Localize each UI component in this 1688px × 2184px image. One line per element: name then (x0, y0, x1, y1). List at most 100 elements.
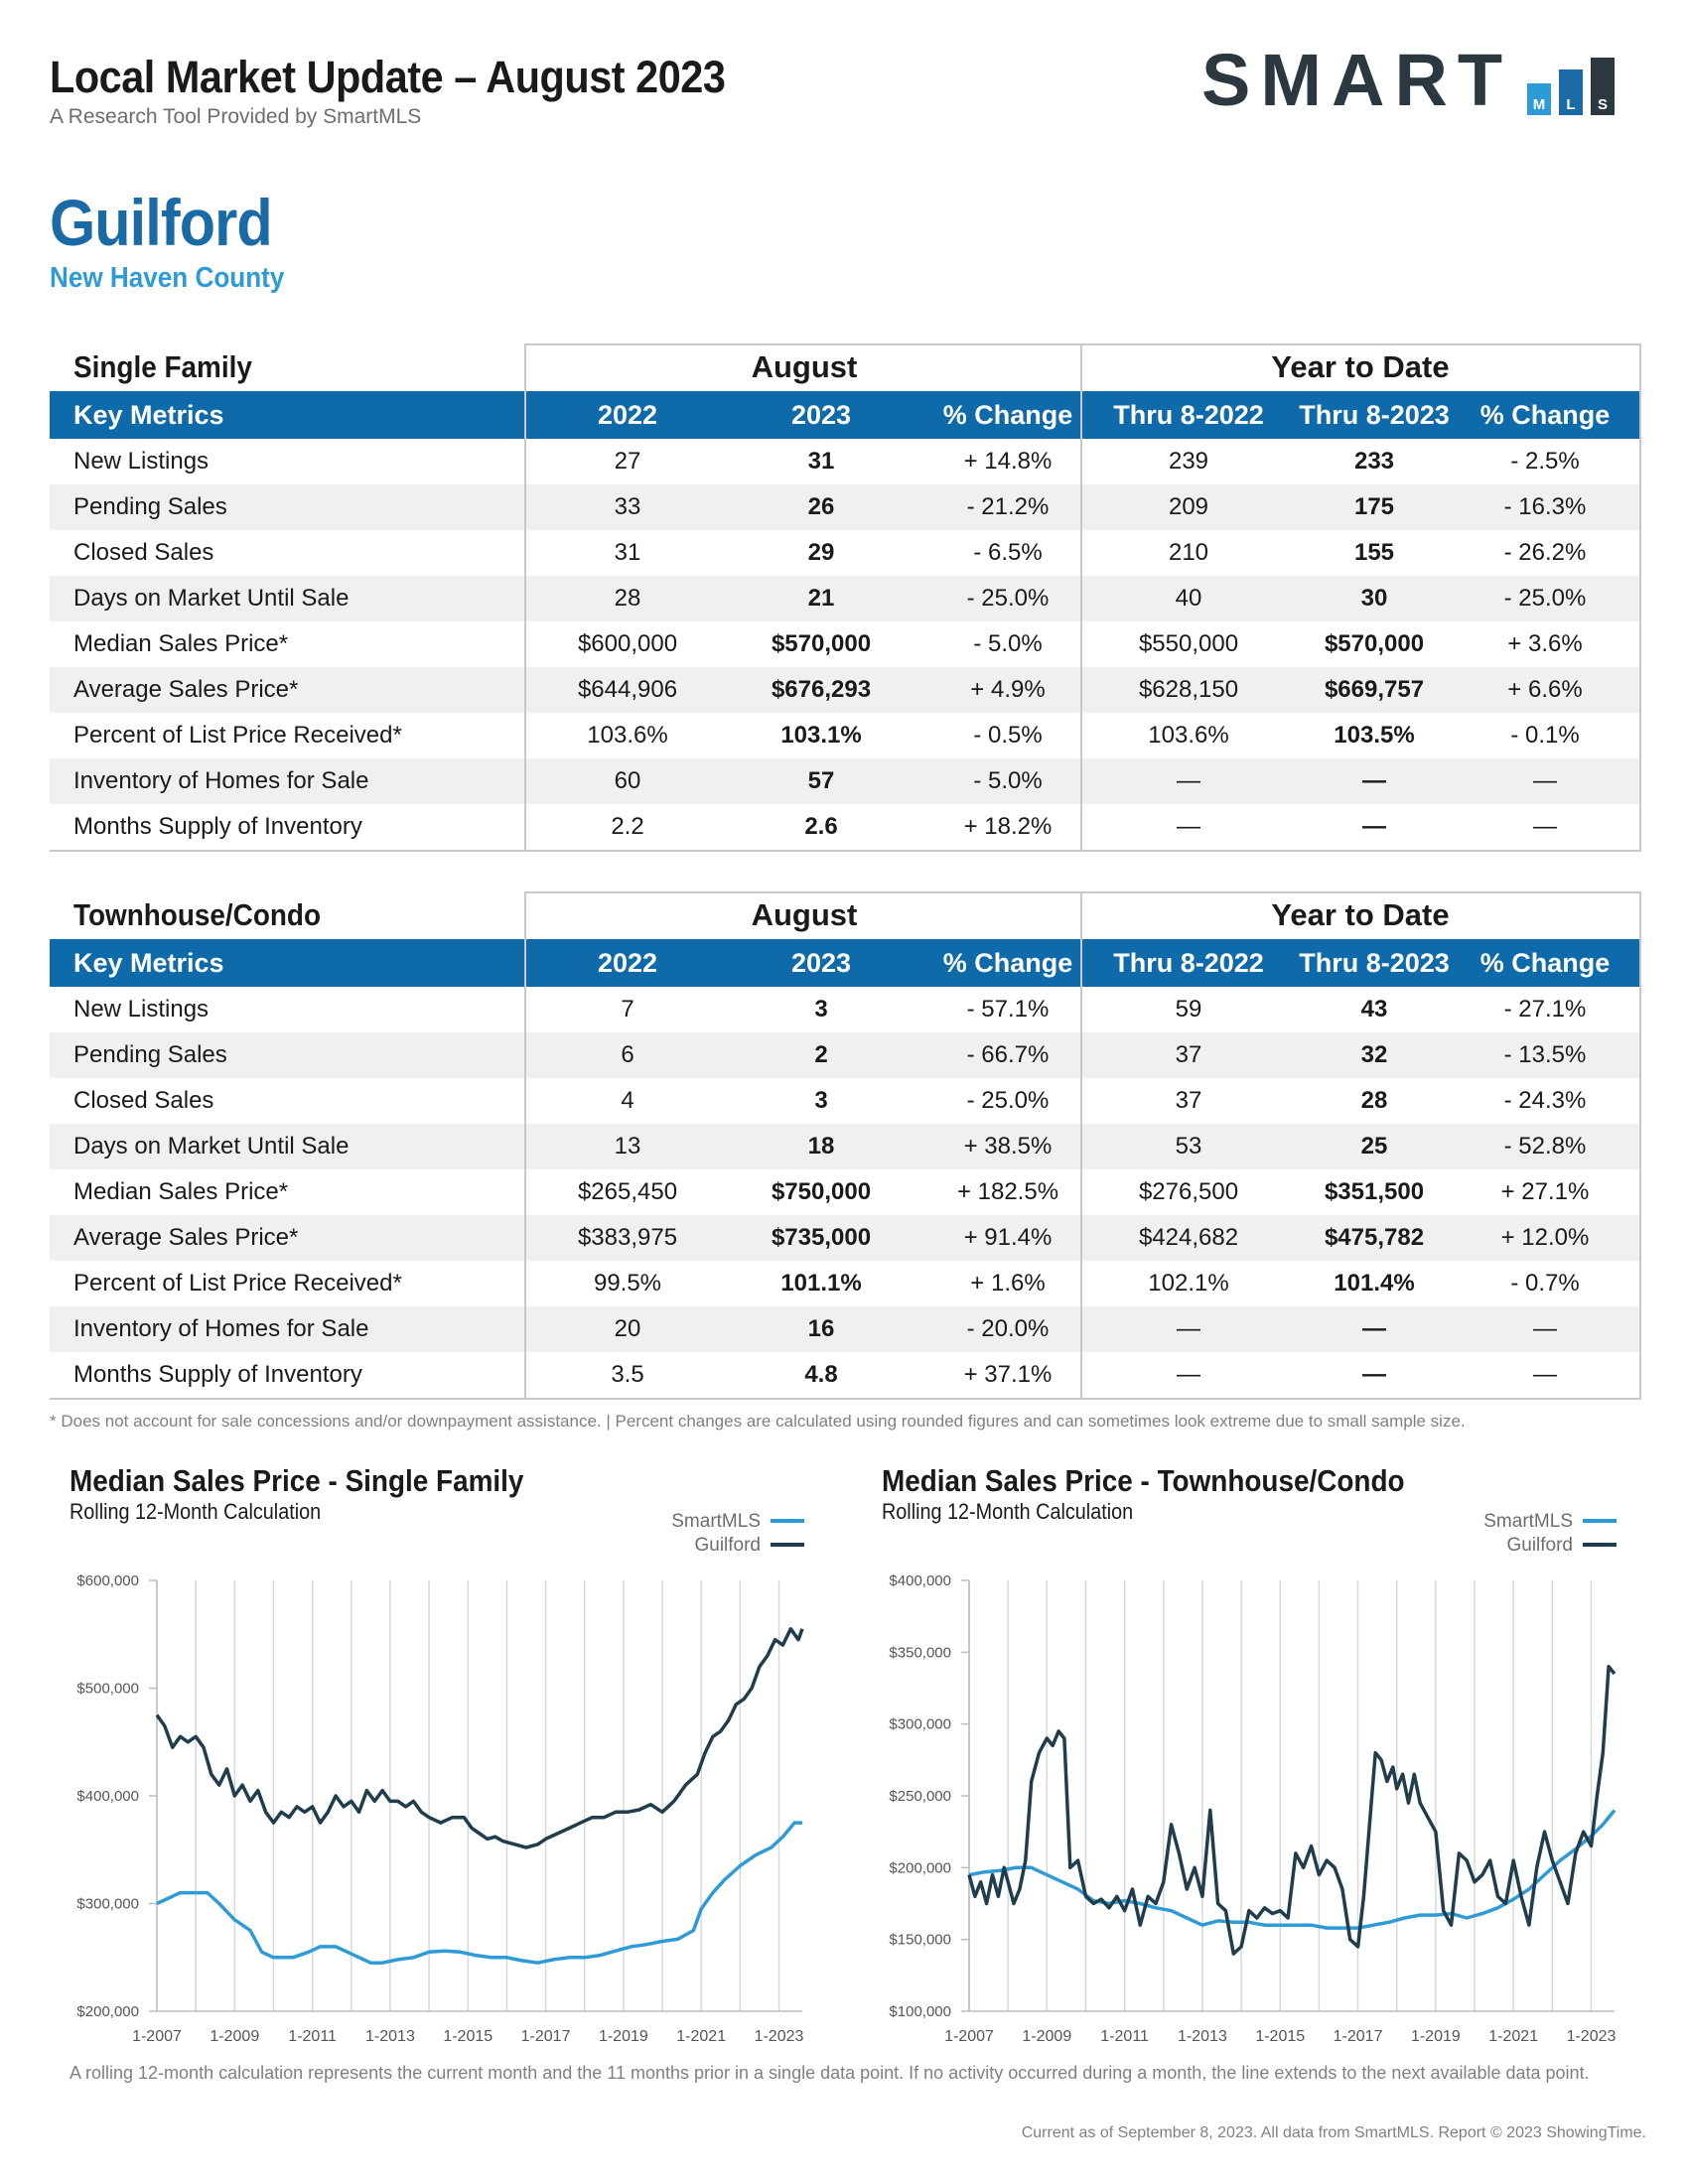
metric-value-m2023: 26 (807, 493, 835, 520)
column-header: % Change (942, 400, 1073, 430)
table-divider (1639, 891, 1641, 1398)
table-divider (524, 891, 1641, 893)
y-tick-label: $350,000 (889, 1644, 951, 1661)
table-row: Months Supply of Inventory 2.2 2.6 + 18.2% —… (50, 804, 1641, 850)
metric-label: New Listings (73, 996, 210, 1023)
metric-value-y2022: 53 (1175, 1133, 1202, 1160)
column-header: 2022 (597, 400, 658, 430)
metric-value-m2022: 27 (614, 448, 641, 475)
x-tick-label: 1-2019 (599, 2028, 648, 2045)
metric-value-y2023: 28 (1360, 1087, 1388, 1114)
metric-label: Pending Sales (73, 493, 227, 520)
metric-value-mchg: - 6.5% (973, 539, 1043, 566)
metric-value-y2023: 103.5% (1334, 722, 1415, 749)
column-header-metric: Key Metrics (73, 948, 224, 978)
metric-value-y2023: 30 (1360, 585, 1388, 612)
table-row: Days on Market Until Sale 13 18 + 38.5% 53 25… (50, 1124, 1641, 1169)
metric-value-m2022: 99.5% (593, 1270, 662, 1297)
chart-tc-subtitle: Rolling 12-Month Calculation (882, 1499, 1134, 1524)
y-tick-label: $200,000 (76, 2003, 139, 2020)
metric-label: New Listings (73, 448, 210, 475)
table-row: New Listings 7 3 - 57.1% 59 43 - 27.1% (50, 987, 1641, 1032)
series-line-smartmls (156, 1821, 802, 1965)
metric-value-ychg: - 0.7% (1510, 1270, 1580, 1297)
metric-value-m2023: $570,000 (771, 630, 872, 657)
legend-label: SmartMLS (1483, 1511, 1573, 1532)
y-tick-label: $100,000 (889, 2003, 951, 2020)
table-footnote: * Does not account for sale concessions … (50, 1412, 1466, 1431)
metric-value-ychg: - 25.0% (1503, 585, 1587, 612)
metric-value-mchg: + 14.8% (963, 448, 1053, 475)
metric-value-y2022: $276,500 (1138, 1178, 1239, 1205)
city-name: Guilford (50, 186, 273, 259)
metric-value-mchg: - 5.0% (973, 767, 1043, 794)
metric-value-ychg: + 27.1% (1500, 1178, 1590, 1205)
column-header: Thru 8-2022 (1113, 400, 1264, 430)
metric-label: Days on Market Until Sale (73, 585, 350, 612)
metric-value-ychg: - 2.5% (1510, 448, 1580, 475)
metric-value-y2022: 209 (1168, 493, 1209, 520)
metric-value-ychg: - 0.1% (1510, 722, 1580, 749)
metric-value-ychg: - 27.1% (1503, 996, 1587, 1023)
metric-value-ychg: — (1533, 813, 1557, 840)
logo-box-s: S (1591, 58, 1615, 115)
metric-value-m2022: $383,975 (577, 1224, 678, 1251)
chart-sf-title-block: Median Sales Price - Single Family Rolli… (70, 1463, 574, 1525)
metric-value-y2023: $351,500 (1324, 1178, 1425, 1205)
column-header-row: Key Metrics 2022 2023 % Change Thru 8-2022 Th… (50, 391, 1641, 439)
metric-value-y2022: 37 (1175, 1087, 1202, 1114)
metric-value-m2023: 31 (807, 448, 835, 475)
y-tick-label: $250,000 (889, 1788, 951, 1805)
legend-label: Guilford (1506, 1535, 1573, 1556)
metric-label: Inventory of Homes for Sale (73, 767, 369, 794)
y-tick-label: $600,000 (76, 1572, 139, 1589)
metric-value-mchg: + 1.6% (970, 1270, 1046, 1297)
metric-value-y2022: — (1177, 1315, 1200, 1342)
metric-value-mchg: - 57.1% (966, 996, 1050, 1023)
metric-value-y2023: — (1362, 767, 1386, 794)
metric-value-y2023: 175 (1353, 493, 1395, 520)
metric-value-mchg: + 18.2% (963, 813, 1053, 840)
table-row: Median Sales Price* $600,000 $570,000 - 5.0… (50, 621, 1641, 667)
series-line-guilford (967, 1665, 1617, 1956)
column-header: % Change (1479, 948, 1611, 978)
metric-value-m2023: 16 (807, 1315, 835, 1342)
metric-value-m2022: 13 (614, 1133, 641, 1160)
metric-value-mchg: - 0.5% (973, 722, 1043, 749)
metric-value-m2022: 103.6% (587, 722, 668, 749)
metric-value-m2023: 2.6 (804, 813, 838, 840)
metric-value-m2023: 21 (807, 585, 835, 612)
month-group-header: August (751, 349, 858, 384)
table-divider (1080, 891, 1082, 1398)
chart-townhouse-condo: $100,000 $150,000 $200,000 $250,000 $300,000… (889, 1511, 1617, 2045)
table-divider (1080, 343, 1082, 850)
series-line-guilford (155, 1627, 804, 1849)
metric-label: Median Sales Price* (73, 1178, 289, 1205)
metric-value-mchg: - 66.7% (966, 1041, 1050, 1068)
metric-value-m2022: 20 (614, 1315, 641, 1342)
column-header-row: Key Metrics 2022 2023 % Change Thru 8-2022 Th… (50, 939, 1641, 987)
ytd-group-header: Year to Date (1271, 349, 1450, 384)
table-divider (524, 343, 526, 850)
y-tick-label: $300,000 (889, 1716, 951, 1733)
metric-value-mchg: - 25.0% (966, 585, 1050, 612)
metric-value-m2022: 31 (614, 539, 641, 566)
x-tick-label: 1-2015 (1255, 2028, 1305, 2045)
metric-value-mchg: + 182.5% (956, 1178, 1059, 1205)
x-tick-label: 1-2007 (132, 2028, 182, 2045)
metric-value-mchg: + 37.1% (963, 1361, 1053, 1388)
smartmls-logo: SMART M L S (1201, 44, 1628, 119)
metric-value-y2023: — (1362, 813, 1386, 840)
table-row: Inventory of Homes for Sale 20 16 - 20.0% — —… (50, 1306, 1641, 1352)
metric-value-ychg: + 12.0% (1500, 1224, 1590, 1251)
table-row: Inventory of Homes for Sale 60 57 - 5.0% — — — (50, 758, 1641, 804)
x-tick-label: 1-2019 (1411, 2028, 1461, 2045)
table-divider (524, 343, 1641, 345)
copyright-note: Current as of September 8, 2023. All dat… (1021, 2124, 1646, 2141)
metric-value-ychg: - 26.2% (1503, 539, 1587, 566)
metric-value-y2022: — (1177, 813, 1200, 840)
y-tick-label: $200,000 (889, 1859, 951, 1876)
legend-label: Guilford (694, 1535, 761, 1556)
metric-value-y2022: 59 (1175, 996, 1202, 1023)
x-tick-label: 1-2007 (944, 2028, 994, 2045)
